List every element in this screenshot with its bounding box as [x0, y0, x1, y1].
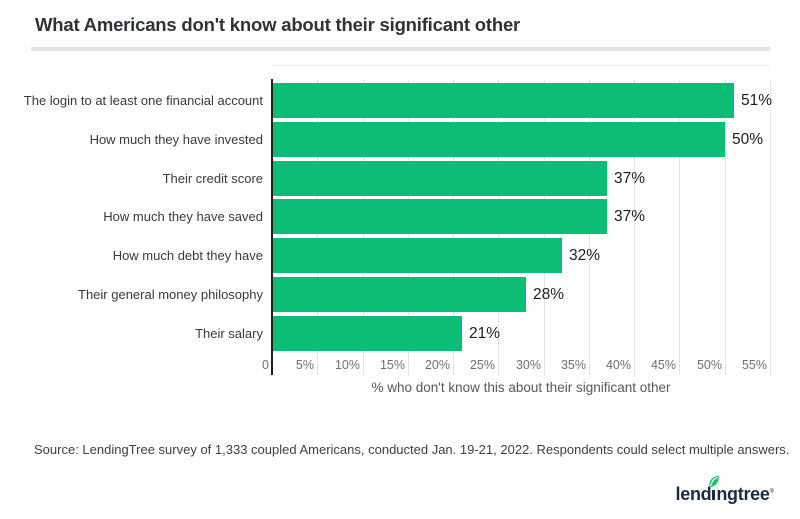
logo-text-lend: lend — [675, 484, 712, 504]
gridline-40 — [634, 80, 635, 375]
bar-row: Their salary 21% — [0, 315, 800, 351]
category-label: Their general money philosophy — [78, 287, 263, 302]
category-label: How much they have invested — [89, 131, 263, 147]
bar — [273, 315, 462, 351]
category-label: How much they have saved — [103, 209, 263, 225]
x-tick-label: 20% — [424, 358, 450, 372]
x-tick-label: 30% — [515, 358, 541, 372]
plot-top-border — [272, 65, 770, 66]
category-label: How much debt they have — [112, 248, 263, 264]
x-tick-label: 10% — [334, 358, 360, 372]
gridline-50 — [725, 80, 726, 375]
gridline-45 — [679, 80, 680, 375]
x-axis-title: % who don't know this about their signif… — [371, 380, 671, 395]
value-label: 32% — [569, 247, 601, 265]
x-tick-label: 5% — [295, 358, 314, 372]
source-note: Source: LendingTree survey of 1,333 coup… — [34, 442, 790, 457]
gridline-55 — [770, 80, 771, 375]
leaf-icon — [709, 475, 720, 488]
bar — [273, 121, 725, 157]
x-tick-label: 15% — [379, 358, 405, 372]
x-tick-label: 35% — [560, 358, 586, 372]
bar — [273, 277, 526, 312]
logo-letter-i — [709, 475, 720, 500]
category-label: Their credit score — [162, 170, 263, 186]
value-label: 37% — [614, 169, 646, 187]
category-label: The login to at least one financial acco… — [23, 93, 263, 108]
y-axis-line — [271, 79, 273, 375]
lendingtree-logo: lend ngtree® — [675, 475, 774, 508]
x-tick-label: 25% — [469, 358, 495, 372]
bar-row: How much debt they have 32% — [0, 238, 800, 274]
bar — [273, 83, 734, 118]
x-tick-label: 0 — [262, 358, 269, 372]
bar-row: How much they have saved 37% — [0, 199, 800, 235]
value-label: 28% — [533, 286, 565, 303]
bar-row: Their general money philosophy 28% — [0, 277, 800, 312]
title-divider — [31, 47, 770, 51]
bar-row: Their credit score 37% — [0, 160, 800, 196]
x-tick-label: 45% — [650, 358, 676, 372]
bar-chart: The login to at least one financial acco… — [0, 65, 800, 395]
chart-title: What Americans don't know about their si… — [35, 14, 521, 35]
registered-trademark: ® — [769, 489, 774, 495]
x-tick-label: 55% — [741, 358, 767, 372]
x-tick-label: 40% — [605, 358, 631, 372]
value-label: 37% — [614, 208, 646, 226]
value-label: 50% — [732, 130, 764, 148]
bar-row: How much they have invested 50% — [0, 121, 800, 157]
logo-text-ngtree: ngtree — [716, 484, 770, 504]
x-tick-label: 50% — [696, 358, 722, 372]
bar — [273, 160, 607, 196]
bar — [273, 238, 562, 274]
value-label: 21% — [469, 324, 501, 342]
bar — [273, 199, 607, 235]
category-label: Their salary — [195, 325, 263, 341]
value-label: 51% — [741, 92, 773, 109]
bar-row: The login to at least one financial acco… — [0, 83, 800, 118]
